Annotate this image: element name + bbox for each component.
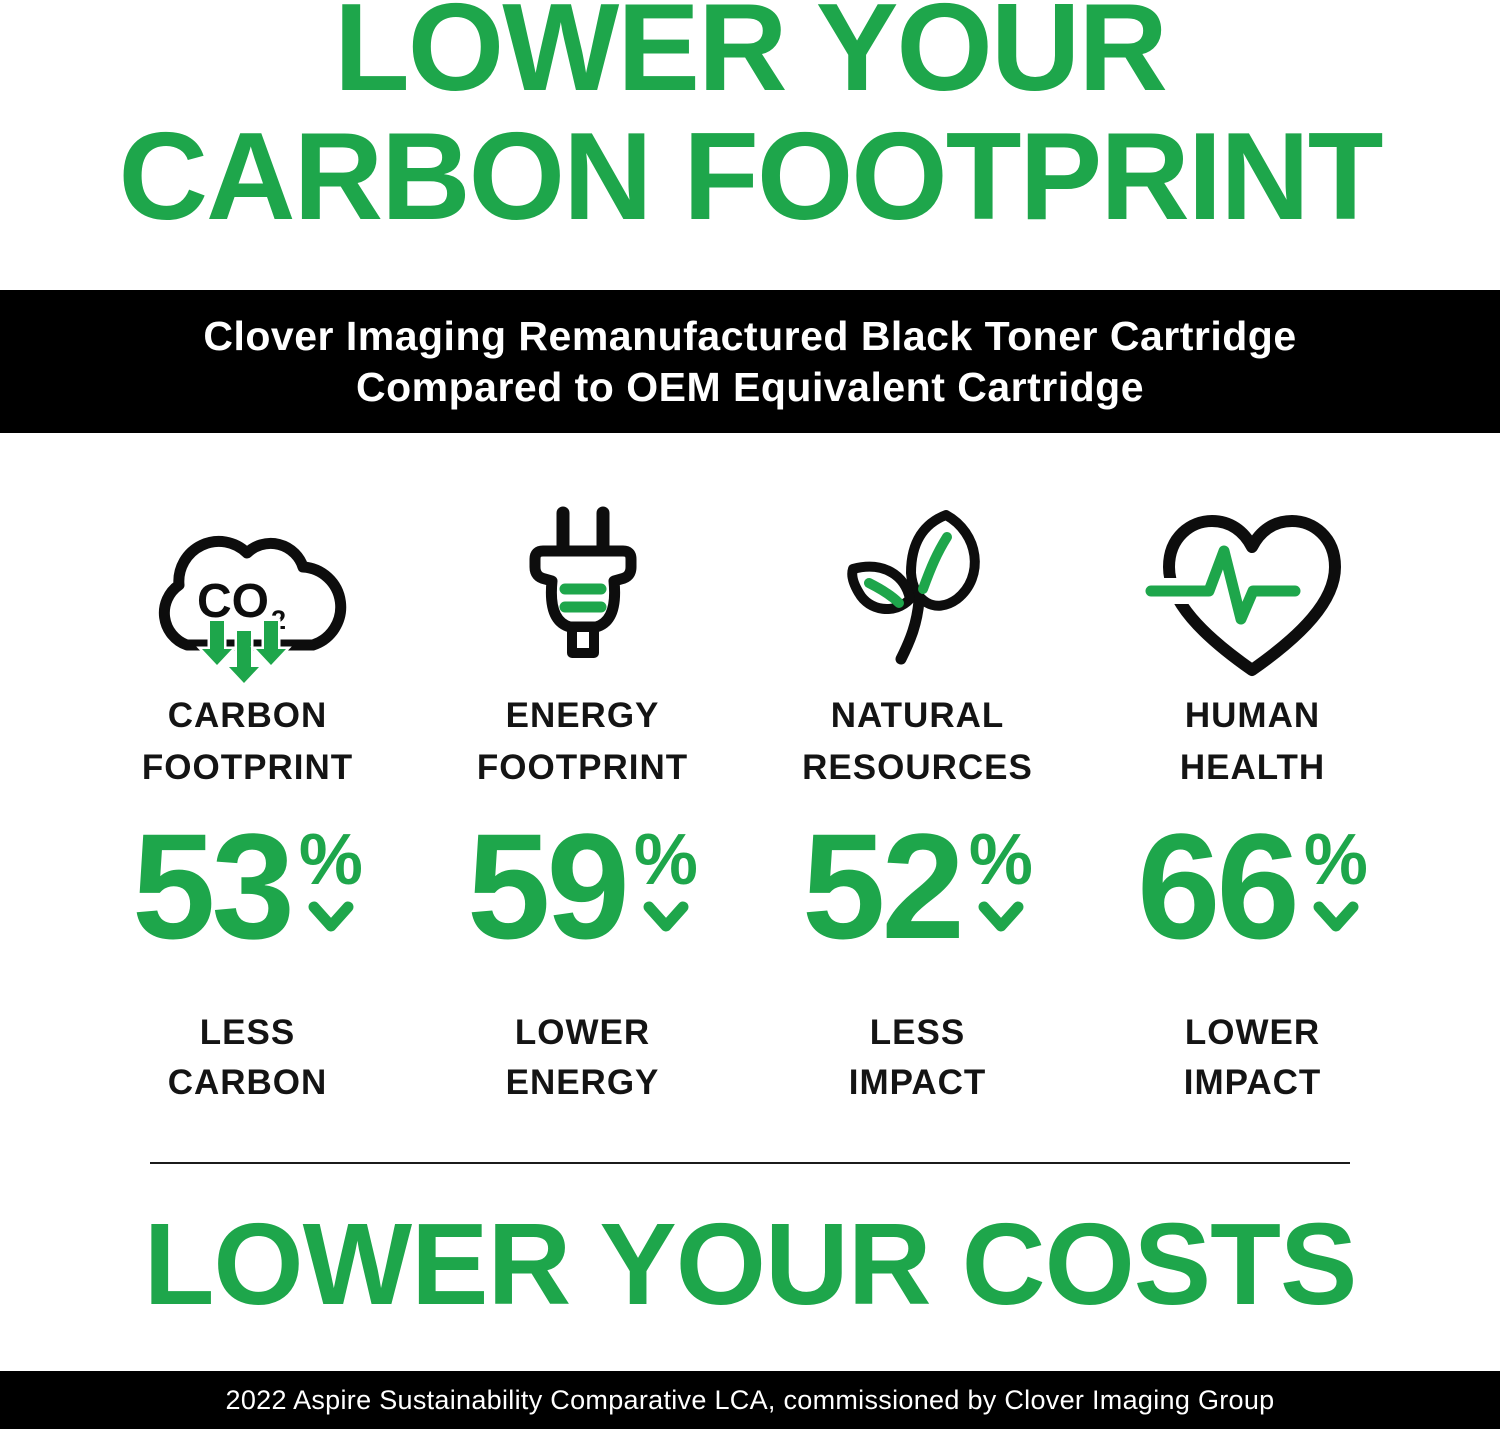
metric-label-line2: FOOTPRINT bbox=[476, 748, 689, 787]
stat-label: LOWER IMPACT bbox=[1184, 1008, 1322, 1108]
metric-column-carbon: CO 2 CARBON FOOTPRINT 53 % bbox=[80, 505, 415, 1108]
percent-sign: % bbox=[1303, 820, 1368, 900]
stat-label: LESS CARBON bbox=[168, 1008, 328, 1108]
percent-unit: % bbox=[968, 820, 1033, 936]
stat-label-line2: CARBON bbox=[167, 1063, 328, 1102]
main-headline-line2: CARBON FOOTPRINT bbox=[118, 108, 1383, 246]
footnote-text: 2022 Aspire Sustainability Comparative L… bbox=[225, 1384, 1275, 1415]
divider-line bbox=[150, 1162, 1350, 1164]
metric-value: 53 % bbox=[132, 802, 363, 970]
percent-sign: % bbox=[968, 820, 1033, 900]
metric-label: ENERGY FOOTPRINT bbox=[477, 690, 688, 794]
metric-label-line1: NATURAL bbox=[830, 696, 1005, 735]
metric-label: HUMAN HEALTH bbox=[1180, 690, 1325, 794]
metric-value: 52 % bbox=[802, 802, 1033, 970]
heart-pulse-icon bbox=[1145, 505, 1360, 690]
chevron-down-icon bbox=[978, 901, 1024, 932]
leaf-sprout-icon bbox=[833, 505, 1003, 690]
percent-number: 59 bbox=[467, 802, 630, 970]
chevron-down-icon bbox=[1313, 901, 1359, 932]
metric-value: 66 % bbox=[1137, 802, 1368, 970]
down-arrows-icon bbox=[196, 618, 292, 687]
subtitle-line1: Clover Imaging Remanufactured Black Tone… bbox=[203, 312, 1297, 359]
percent-number: 53 bbox=[132, 802, 295, 970]
metric-label-line1: CARBON bbox=[167, 696, 328, 735]
stat-label-line1: LESS bbox=[199, 1013, 296, 1052]
stat-label-line2: IMPACT bbox=[1183, 1063, 1322, 1102]
stat-label-line1: LOWER bbox=[1184, 1013, 1321, 1052]
stat-label-line1: LOWER bbox=[514, 1013, 651, 1052]
metrics-grid: CO 2 CARBON FOOTPRINT 53 % bbox=[80, 505, 1420, 1108]
metric-label-line1: HUMAN bbox=[1184, 696, 1321, 735]
power-plug-icon bbox=[518, 505, 648, 690]
metric-column-resources: NATURAL RESOURCES 52 % LESS IMPACT bbox=[750, 505, 1085, 1108]
metric-column-energy: ENERGY FOOTPRINT 59 % LOWER ENERGY bbox=[415, 505, 750, 1108]
metric-column-health: HUMAN HEALTH 66 % LOWER IMPACT bbox=[1085, 505, 1420, 1108]
costs-headline: LOWER YOUR COSTS bbox=[143, 1199, 1358, 1329]
main-headline-line1: LOWER YOUR bbox=[334, 0, 1168, 117]
subtitle-banner: Clover Imaging Remanufactured Black Tone… bbox=[0, 290, 1500, 433]
percent-number: 66 bbox=[1137, 802, 1300, 970]
percent-unit: % bbox=[298, 820, 363, 936]
co2-cloud-icon: CO 2 bbox=[140, 505, 355, 690]
stat-label: LESS IMPACT bbox=[849, 1008, 987, 1108]
stat-label-line2: ENERGY bbox=[505, 1063, 660, 1102]
heartbeat-line bbox=[1145, 538, 1308, 632]
percent-sign: % bbox=[298, 820, 363, 900]
stat-label-line1: LESS bbox=[869, 1013, 966, 1052]
stat-label-line2: IMPACT bbox=[848, 1063, 987, 1102]
metric-label-line2: RESOURCES bbox=[802, 748, 1033, 787]
metric-value: 59 % bbox=[467, 802, 698, 970]
main-headline: LOWER YOUR CARBON FOOTPRINT bbox=[0, 0, 1500, 242]
chevron-down-icon bbox=[308, 901, 354, 932]
percent-unit: % bbox=[633, 820, 698, 936]
percent-sign: % bbox=[633, 820, 698, 900]
footnote-bar: 2022 Aspire Sustainability Comparative L… bbox=[0, 1371, 1500, 1429]
metric-label-line2: HEALTH bbox=[1179, 748, 1326, 787]
metric-label-line2: FOOTPRINT bbox=[141, 748, 354, 787]
subtitle-line2: Compared to OEM Equivalent Cartridge bbox=[356, 363, 1144, 410]
metric-label: NATURAL RESOURCES bbox=[802, 690, 1033, 794]
chevron-down-icon bbox=[643, 901, 689, 932]
metric-label-line1: ENERGY bbox=[505, 696, 660, 735]
percent-number: 52 bbox=[802, 802, 965, 970]
metric-label: CARBON FOOTPRINT bbox=[142, 690, 353, 794]
stat-label: LOWER ENERGY bbox=[506, 1008, 660, 1108]
percent-unit: % bbox=[1303, 820, 1368, 936]
